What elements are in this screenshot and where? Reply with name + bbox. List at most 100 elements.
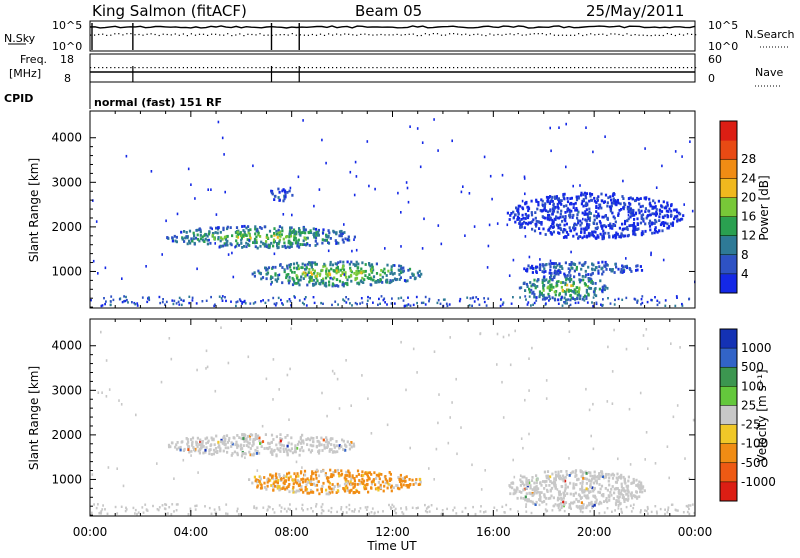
nave-dot (618, 67, 620, 69)
echo-cell (654, 214, 658, 217)
echo-cell (582, 295, 585, 299)
echo-cell (555, 195, 558, 198)
echo-cell (271, 192, 274, 196)
echo-cell (592, 290, 596, 294)
echo-cell (588, 501, 591, 505)
echo-cell (275, 435, 278, 439)
nsearch-dot (654, 34, 656, 36)
nsearch-dot (465, 33, 467, 35)
echo-cell (580, 191, 583, 195)
nsearch-dot (267, 34, 269, 36)
echo-cell (521, 480, 524, 484)
echo-cell (279, 231, 282, 234)
echo-cell (531, 227, 534, 231)
echo-cell (554, 266, 558, 269)
echo-cell (597, 212, 600, 216)
echo-cell (287, 273, 290, 276)
echo-cell (591, 504, 594, 508)
echo-cell (399, 264, 403, 268)
echo-cell (247, 231, 250, 234)
echo-cell (473, 300, 476, 303)
echo-cell (269, 450, 272, 454)
echo-cell (555, 474, 558, 477)
echo-cell (601, 260, 604, 264)
echo-cell (529, 484, 532, 487)
echo-cell (549, 126, 551, 130)
echo-cell (676, 218, 679, 221)
echo-cell (546, 488, 549, 492)
echo-cell (557, 231, 560, 235)
echo-cell (348, 490, 351, 493)
echo-cell (591, 503, 594, 506)
echo-cell (590, 273, 593, 277)
echo-cell (585, 126, 587, 129)
echo-cell (283, 507, 286, 511)
nave-dot (695, 67, 697, 69)
echo-cell (289, 268, 292, 272)
echo-cell (164, 507, 167, 511)
echo-cell (549, 268, 552, 272)
echo-cell (318, 188, 321, 191)
echo-cell (597, 235, 600, 239)
echo-cell (121, 277, 123, 280)
nsearch-dot (166, 33, 168, 36)
echo-cell (301, 301, 304, 305)
echo-cell (408, 483, 411, 487)
echo-cell (392, 486, 395, 490)
echo-cell (587, 471, 590, 474)
cpid-label: CPID (4, 92, 33, 105)
echo-cell (614, 509, 616, 512)
echo-cell (552, 230, 555, 234)
echo-cell (471, 296, 474, 300)
echo-cell (332, 283, 335, 287)
echo-cell (573, 222, 576, 226)
echo-cell (282, 199, 285, 203)
echo-cell (285, 486, 288, 490)
echo-cell (236, 507, 239, 510)
echo-cell (563, 489, 567, 493)
echo-cell (262, 242, 265, 245)
echo-cell (375, 272, 379, 275)
echo-cell (598, 483, 601, 486)
echo-cell (688, 512, 691, 516)
echo-cell (525, 269, 528, 272)
echo-cell (398, 273, 401, 276)
echo-cell (626, 219, 629, 223)
echo-cell (603, 284, 606, 288)
echo-cell (557, 216, 560, 220)
echo-cell (275, 232, 278, 236)
echo-cell (655, 212, 659, 216)
echo-cell (598, 265, 601, 269)
echo-cell (198, 239, 201, 243)
echo-cell (419, 165, 422, 169)
echo-cell (370, 482, 374, 486)
echo-cell (580, 221, 583, 225)
echo-cell (285, 449, 288, 453)
echo-cell (336, 510, 338, 514)
echo-cell (313, 482, 316, 486)
echo-cell (574, 291, 577, 295)
colorbar-tick-label: 100 (741, 379, 764, 393)
echo-cell (293, 231, 296, 235)
echo-cell (309, 450, 312, 454)
echo-cell (173, 299, 176, 303)
echo-cell (438, 393, 440, 396)
nave-dot (453, 67, 455, 69)
echo-cell (609, 195, 612, 199)
echo-cell (252, 437, 255, 441)
echo-cell (416, 271, 419, 275)
echo-cell (639, 265, 642, 268)
echo-cell (503, 511, 506, 514)
echo-cell (400, 485, 403, 489)
echo-cell (586, 504, 589, 508)
echo-cell (609, 491, 612, 494)
nsearch-dot (328, 33, 330, 35)
echo-cell (298, 227, 301, 230)
echo-cell (321, 509, 324, 512)
echo-cell (390, 268, 393, 271)
echo-cell (545, 379, 548, 382)
echo-cell (528, 255, 531, 259)
echo-cell (634, 298, 637, 301)
echo-cell (555, 196, 558, 200)
echo-cell (489, 174, 492, 178)
